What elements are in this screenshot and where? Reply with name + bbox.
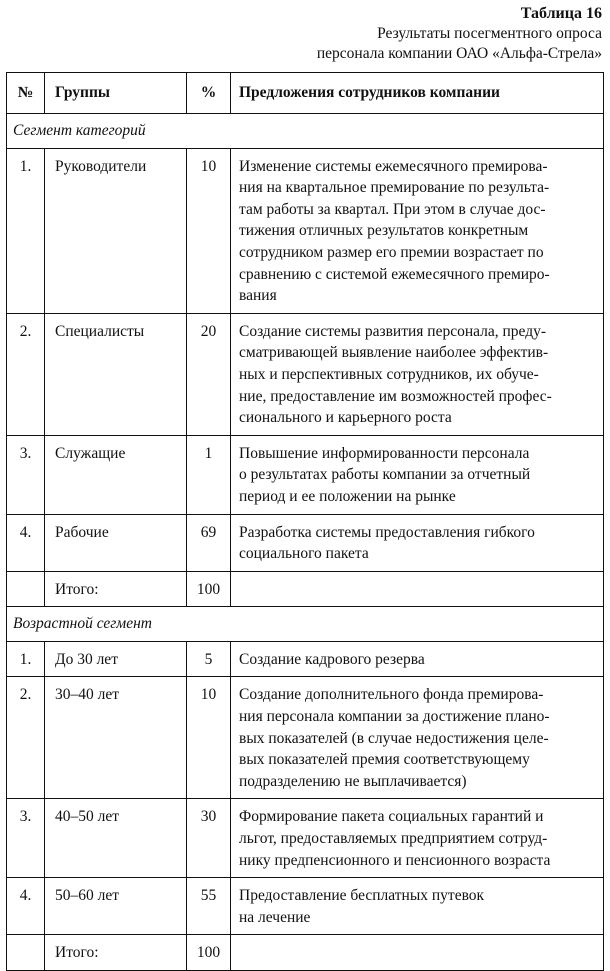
group-name: Итого: (44, 934, 187, 971)
percent-value: 55 (186, 877, 231, 936)
proposal-text: Формирование пакета социальных гарантий … (230, 798, 604, 879)
percent-value: 1 (186, 434, 231, 515)
table-title-line-1: Результаты посегментного опроса (377, 25, 602, 42)
row-number: 2. (6, 312, 45, 436)
proposal-text: Изменение системы ежемесячного премирова… (230, 147, 604, 314)
group-name: Итого: (44, 570, 187, 608)
proposal-text: Разработка системы предоставления гибког… (230, 513, 604, 572)
header-number: № (6, 72, 45, 114)
group-name: 40–50 лет (44, 798, 187, 879)
row-number: 3. (6, 434, 45, 515)
header-proposals: Предложения сотрудников компании (230, 72, 604, 114)
table-row: 4. Рабочие 69 Разработка системы предоставл… (6, 513, 604, 572)
table-row: 3. Служащие 1 Повышение информированности п… (6, 434, 604, 515)
group-name: 30–40 лет (44, 676, 187, 800)
row-number: 1. (6, 147, 45, 314)
header-percent: % (186, 72, 231, 114)
percent-value: 10 (186, 676, 231, 800)
percent-value: 30 (186, 798, 231, 879)
percent-value: 100 (186, 934, 231, 971)
proposal-text: Создание кадрового резерва (230, 640, 604, 678)
row-number: 1. (6, 640, 45, 678)
segment-row: Сегмент категорий (6, 113, 604, 149)
segment-title: Сегмент категорий (6, 113, 604, 149)
segment-title: Возрастной сегмент (6, 606, 604, 642)
percent-value: 20 (186, 312, 231, 436)
segment-row: Возрастной сегмент (6, 606, 604, 642)
row-number (6, 934, 45, 971)
table-row: 2. 30–40 лет 10 Создание дополнительного фо… (6, 676, 604, 800)
percent-value: 5 (186, 640, 231, 678)
table-row: 2. Специалисты 20 Создание системы развития… (6, 312, 604, 436)
header-groups: Группы (44, 72, 187, 114)
table-row: 1. Руководители 10 Изменение системы ежемес… (6, 147, 604, 314)
table-row: 4. 50–60 лет 55 Предоставление бесплатных п… (6, 877, 604, 936)
percent-value: 100 (186, 570, 231, 608)
group-name: 50–60 лет (44, 877, 187, 936)
row-number (6, 570, 45, 608)
row-number: 4. (6, 513, 45, 572)
survey-results-table: № Группы % Предложения сотрудников компа… (6, 72, 604, 971)
proposal-text: Предоставление бесплатных путевок на леч… (230, 877, 604, 936)
table-row: 3. 40–50 лет 30 Формирование пакета социаль… (6, 798, 604, 879)
proposal-text: Создание системы развития персонала, пре… (230, 312, 604, 436)
proposal-text: Создание дополнительного фонда премирова… (230, 676, 604, 800)
group-name: Специалисты (44, 312, 187, 436)
group-name: До 30 лет (44, 640, 187, 678)
header-row: № Группы % Предложения сотрудников компа… (6, 72, 604, 114)
table-title-line-2: персонала компании ОАО «Альфа-Стрела» (316, 45, 602, 62)
table-caption: Таблица 16 Результаты посегментного опро… (317, 4, 602, 64)
row-number: 3. (6, 798, 45, 879)
proposal-text: Повышение информированности персонала о … (230, 434, 604, 515)
proposal-text (230, 934, 604, 971)
total-row: Итого: 100 (6, 570, 604, 608)
total-row: Итого: 100 (6, 934, 604, 971)
group-name: Служащие (44, 434, 187, 515)
group-name: Рабочие (44, 513, 187, 572)
group-name: Руководители (44, 147, 187, 314)
table-row: 1. До 30 лет 5 Создание кадрового резерва (6, 640, 604, 678)
table-number: Таблица 16 (520, 5, 602, 22)
percent-value: 10 (186, 147, 231, 314)
row-number: 4. (6, 877, 45, 936)
percent-value: 69 (186, 513, 231, 572)
proposal-text (230, 570, 604, 608)
row-number: 2. (6, 676, 45, 800)
